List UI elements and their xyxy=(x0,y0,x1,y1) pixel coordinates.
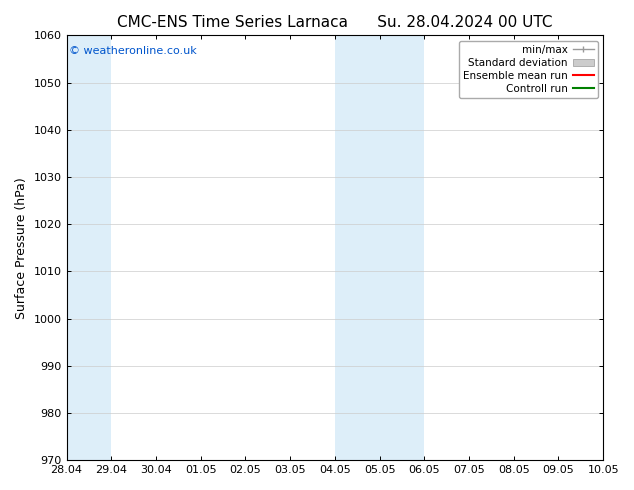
Bar xyxy=(67,35,111,460)
Y-axis label: Surface Pressure (hPa): Surface Pressure (hPa) xyxy=(15,177,28,318)
Title: CMC-ENS Time Series Larnaca      Su. 28.04.2024 00 UTC: CMC-ENS Time Series Larnaca Su. 28.04.20… xyxy=(117,15,553,30)
Bar xyxy=(380,35,424,460)
Legend: min/max, Standard deviation, Ensemble mean run, Controll run: min/max, Standard deviation, Ensemble me… xyxy=(459,41,598,98)
Bar xyxy=(335,35,380,460)
Text: © weatheronline.co.uk: © weatheronline.co.uk xyxy=(69,46,197,56)
